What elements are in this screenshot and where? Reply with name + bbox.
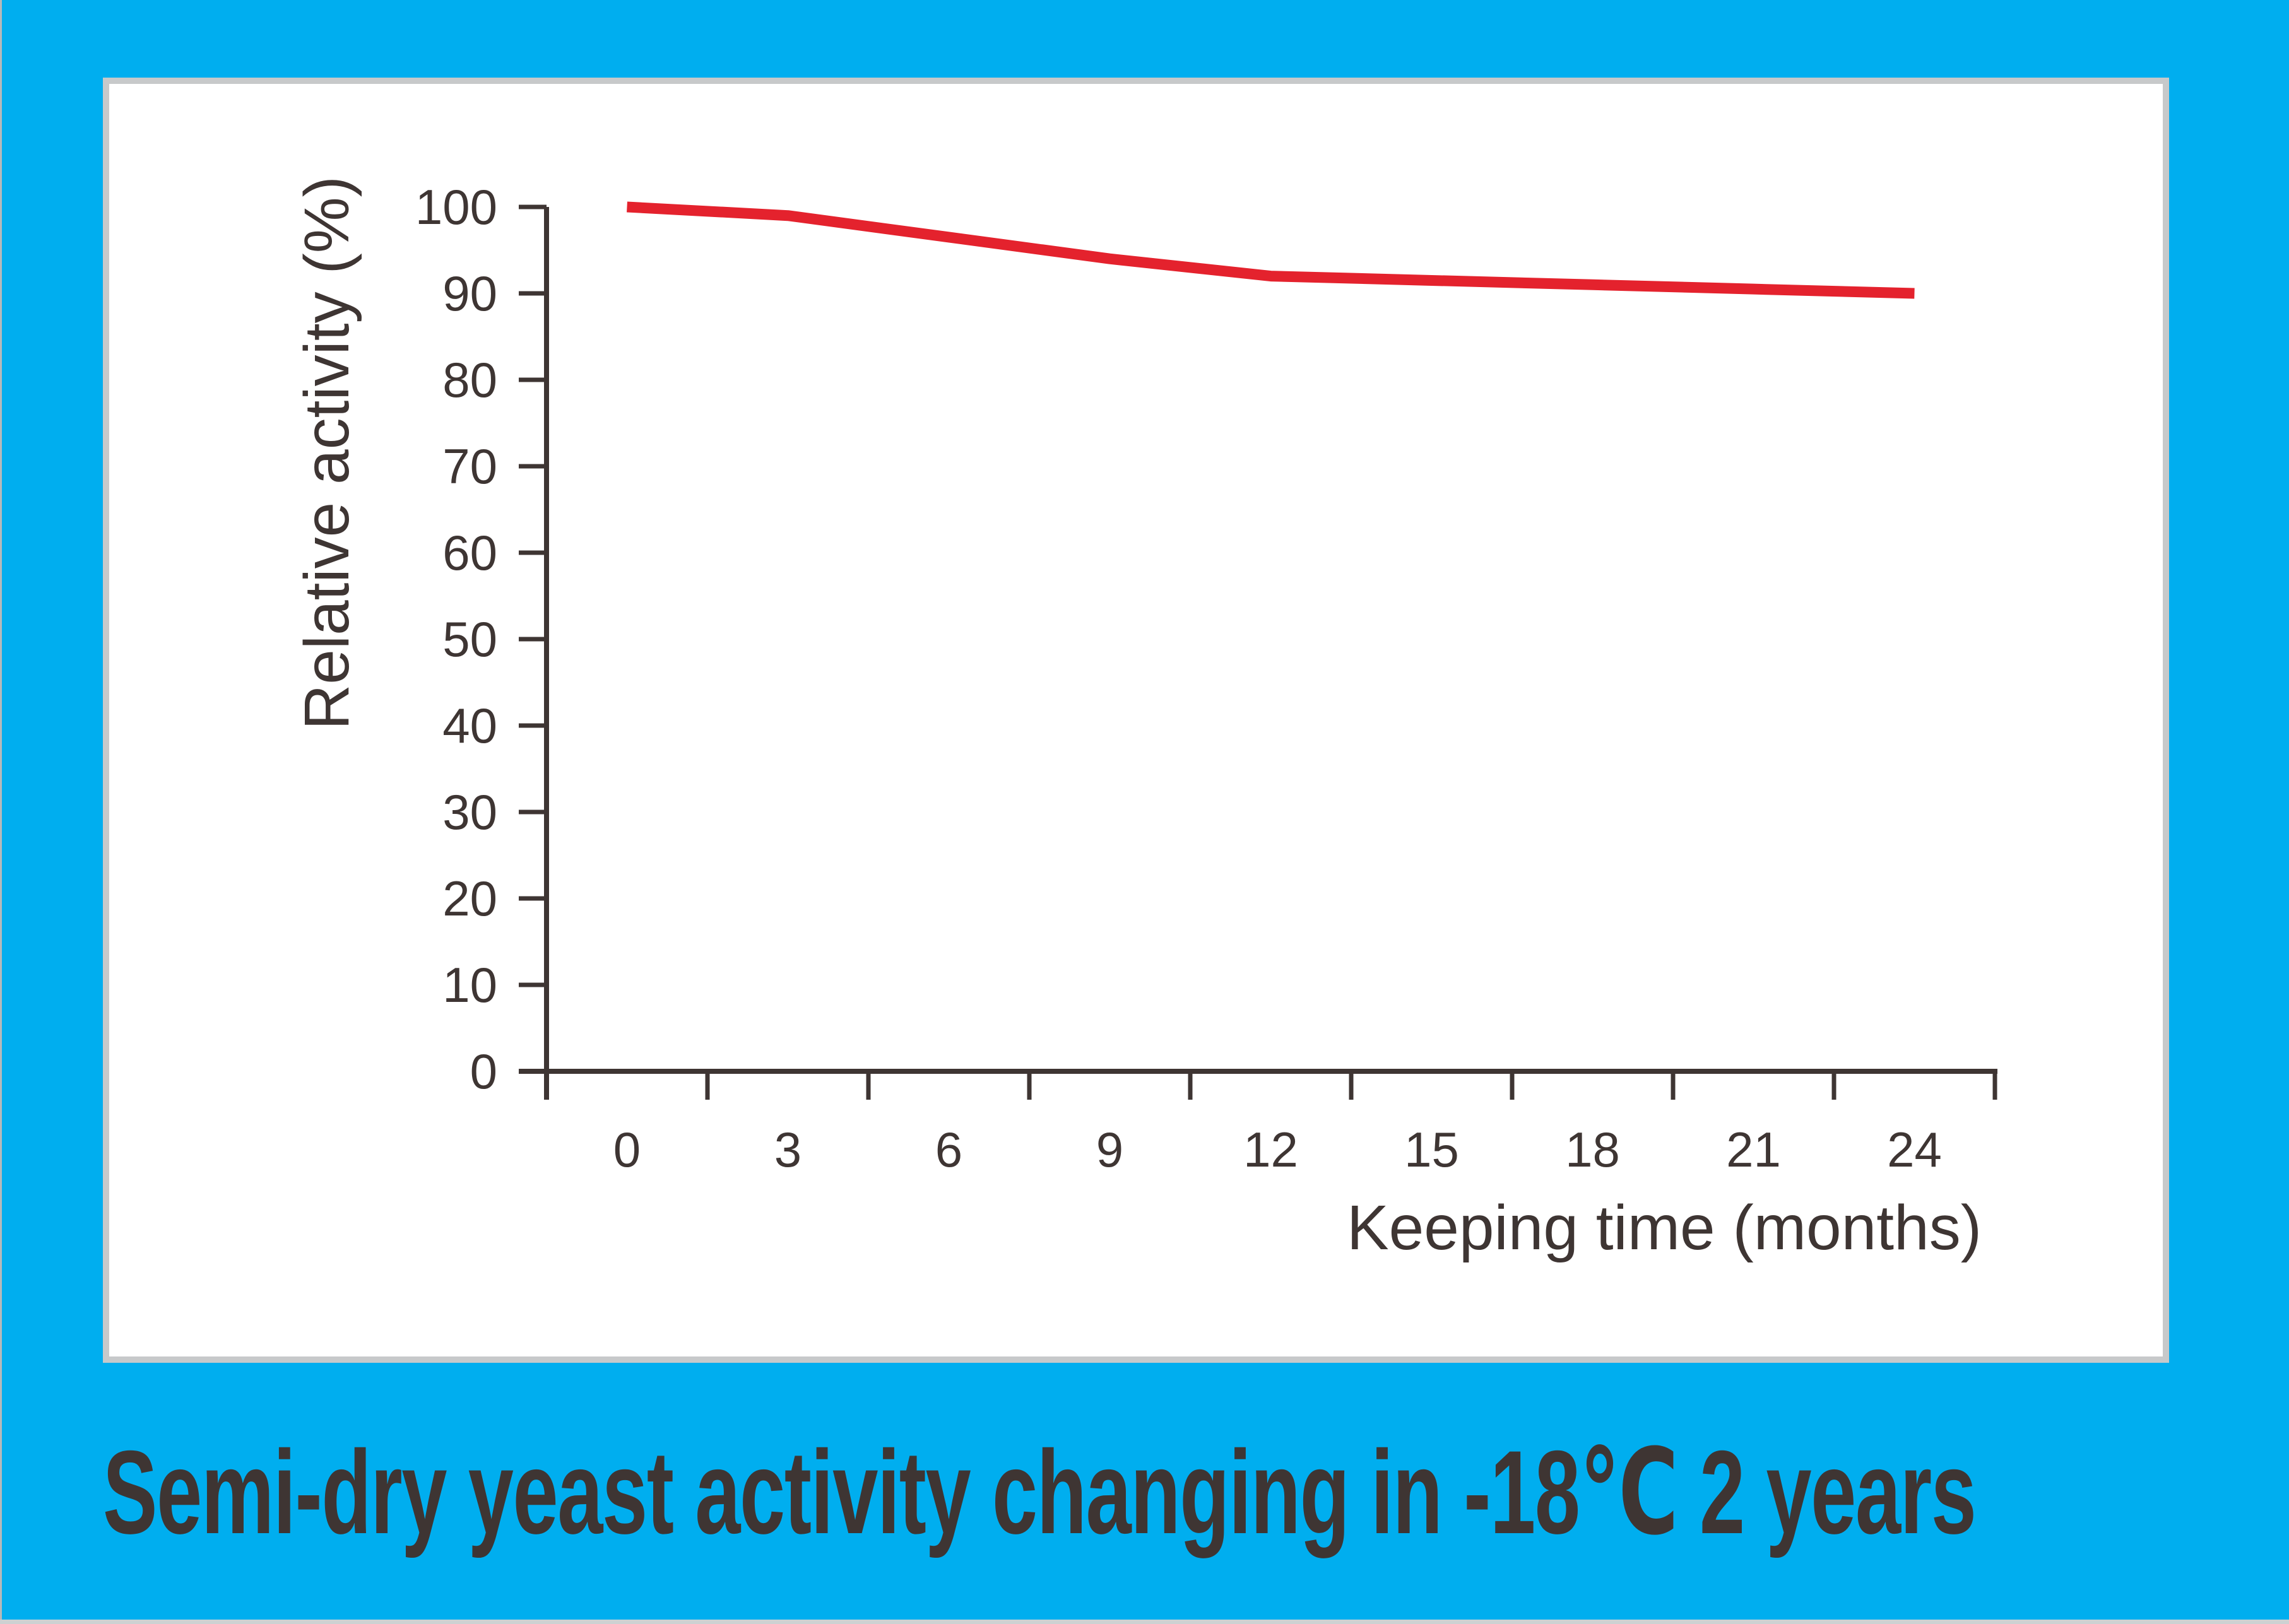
y-tick-label: 90 [442, 266, 497, 321]
y-tick-label: 70 [442, 438, 497, 494]
y-tick-label: 0 [470, 1044, 497, 1099]
x-tick-label: 15 [1404, 1122, 1459, 1177]
y-tick-label: 40 [442, 698, 497, 753]
page-bottom-edge [0, 1620, 2289, 1624]
x-tick-labels: 0 3 6 9 12 15 18 21 24 [613, 1122, 1942, 1177]
y-tick-label: 60 [442, 525, 497, 580]
y-tick-label: 10 [442, 957, 497, 1013]
y-tick-label: 20 [442, 871, 497, 926]
series-group [627, 201, 1915, 299]
x-tick-label: 3 [774, 1122, 801, 1177]
y-tick-group [519, 204, 547, 1074]
y-tick-label: 100 [415, 179, 497, 235]
x-tick-label: 18 [1565, 1122, 1620, 1177]
page-left-edge [0, 0, 2, 1624]
y-axis-title: Relative activity (%) [292, 176, 362, 730]
x-tick-label: 12 [1243, 1122, 1298, 1177]
figure-caption: Semi-dry yeast activity changing in -18℃… [103, 1426, 1977, 1558]
x-tick-group [544, 1071, 1997, 1100]
y-tick-label: 50 [442, 611, 497, 667]
x-tick-label: 24 [1887, 1122, 1942, 1177]
y-tick-labels: 0 10 20 30 40 50 60 70 80 90 100 [415, 179, 497, 1099]
activity-line [627, 201, 1915, 299]
chart-panel [103, 78, 2169, 1363]
x-tick-label: 6 [935, 1122, 962, 1177]
y-tick-label: 30 [442, 784, 497, 840]
x-tick-label: 9 [1096, 1122, 1123, 1177]
x-tick-label: 0 [613, 1122, 641, 1177]
x-tick-label: 21 [1726, 1122, 1781, 1177]
x-axis-title: Keeping time (months) [1347, 1192, 1982, 1263]
y-tick-label: 80 [442, 352, 497, 408]
